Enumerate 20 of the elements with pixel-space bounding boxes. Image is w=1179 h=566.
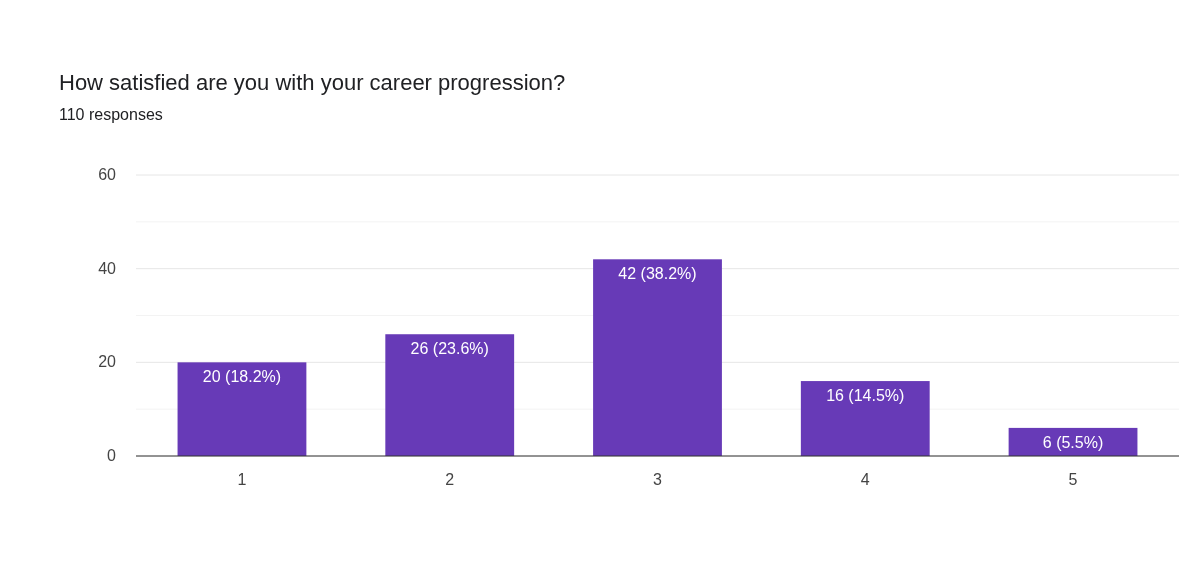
x-tick-label: 4 xyxy=(860,471,870,488)
data-label: 20 (18.2%) xyxy=(202,368,282,386)
data-label: 42 (38.2%) xyxy=(618,265,697,283)
x-tick-label: 5 xyxy=(1068,471,1078,488)
y-tick-label: 40 xyxy=(98,259,117,277)
y-tick-label: 0 xyxy=(107,447,117,464)
data-label: 26 (23.6%) xyxy=(410,340,489,358)
bar xyxy=(177,362,307,456)
x-tick-label: 2 xyxy=(445,471,455,488)
chart-subtitle: 110 responses xyxy=(59,106,163,123)
bar xyxy=(800,381,930,456)
x-tick-label: 1 xyxy=(237,471,247,488)
y-tick-label: 20 xyxy=(98,353,117,371)
bar xyxy=(385,334,515,456)
bar xyxy=(593,259,722,456)
x-tick-label: 3 xyxy=(653,471,663,488)
data-label: 6 (5.5%) xyxy=(1042,433,1104,451)
chart-title: How satisfied are you with your career progression? xyxy=(59,70,566,95)
y-tick-label: 60 xyxy=(98,166,117,183)
data-label: 16 (14.5%) xyxy=(826,387,905,405)
